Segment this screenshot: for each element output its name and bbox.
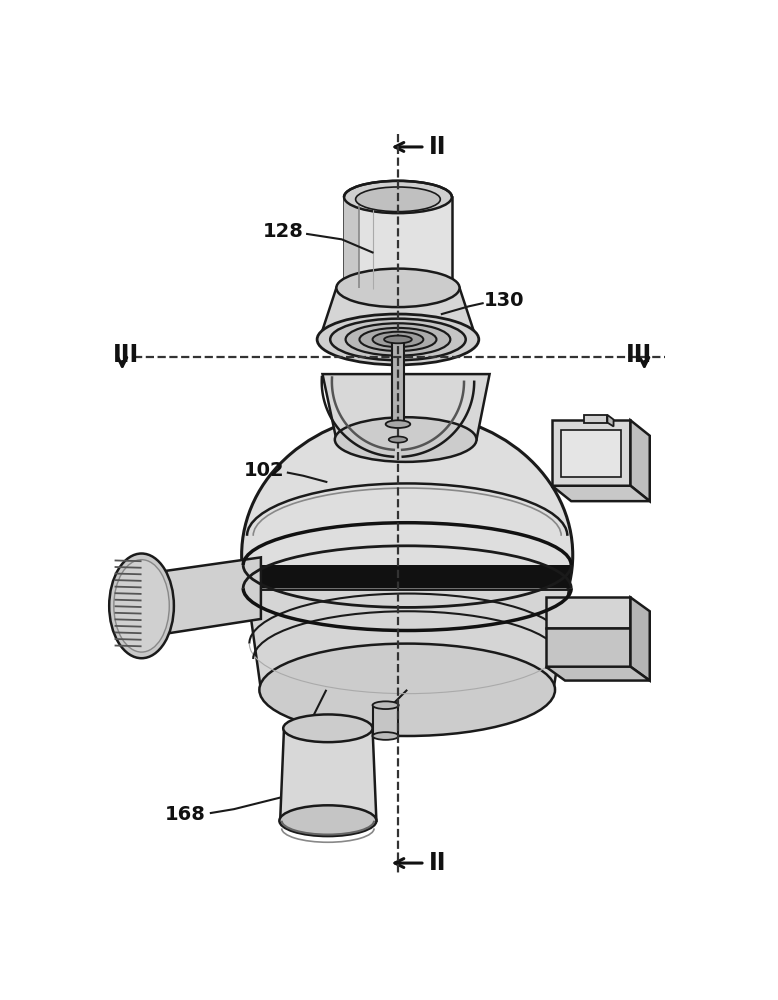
Ellipse shape xyxy=(373,732,398,740)
Text: III: III xyxy=(626,343,652,367)
Text: 168: 168 xyxy=(165,805,205,824)
Polygon shape xyxy=(630,420,650,501)
Ellipse shape xyxy=(386,420,410,428)
Text: 102: 102 xyxy=(244,461,284,480)
Polygon shape xyxy=(344,197,359,288)
Polygon shape xyxy=(608,415,614,426)
Ellipse shape xyxy=(330,319,466,360)
Polygon shape xyxy=(546,628,630,667)
Ellipse shape xyxy=(242,413,573,698)
Ellipse shape xyxy=(109,554,174,658)
Polygon shape xyxy=(280,728,377,821)
Polygon shape xyxy=(142,557,261,637)
Polygon shape xyxy=(584,415,608,423)
Ellipse shape xyxy=(356,187,440,212)
Polygon shape xyxy=(552,486,650,501)
Polygon shape xyxy=(561,430,622,477)
Ellipse shape xyxy=(384,336,412,343)
Ellipse shape xyxy=(114,560,170,652)
Ellipse shape xyxy=(344,181,452,213)
Ellipse shape xyxy=(359,328,436,351)
Ellipse shape xyxy=(335,417,476,462)
Ellipse shape xyxy=(345,323,450,356)
Polygon shape xyxy=(546,667,650,681)
Polygon shape xyxy=(552,420,630,486)
Ellipse shape xyxy=(283,714,373,742)
Ellipse shape xyxy=(336,269,460,307)
Polygon shape xyxy=(320,288,476,339)
Ellipse shape xyxy=(259,644,555,736)
Polygon shape xyxy=(244,565,570,588)
Text: III: III xyxy=(113,343,139,367)
Ellipse shape xyxy=(279,805,377,836)
Polygon shape xyxy=(630,597,650,681)
Polygon shape xyxy=(344,197,452,288)
Polygon shape xyxy=(392,339,404,424)
Text: II: II xyxy=(429,851,447,875)
Polygon shape xyxy=(247,590,569,690)
Ellipse shape xyxy=(373,332,423,347)
Ellipse shape xyxy=(373,701,398,709)
Polygon shape xyxy=(546,597,630,628)
Ellipse shape xyxy=(317,314,478,365)
Ellipse shape xyxy=(344,272,452,304)
Text: 128: 128 xyxy=(262,222,303,241)
Ellipse shape xyxy=(389,436,407,443)
Text: II: II xyxy=(429,135,447,159)
Polygon shape xyxy=(323,374,489,440)
Polygon shape xyxy=(373,705,398,736)
Text: 130: 130 xyxy=(484,291,524,310)
